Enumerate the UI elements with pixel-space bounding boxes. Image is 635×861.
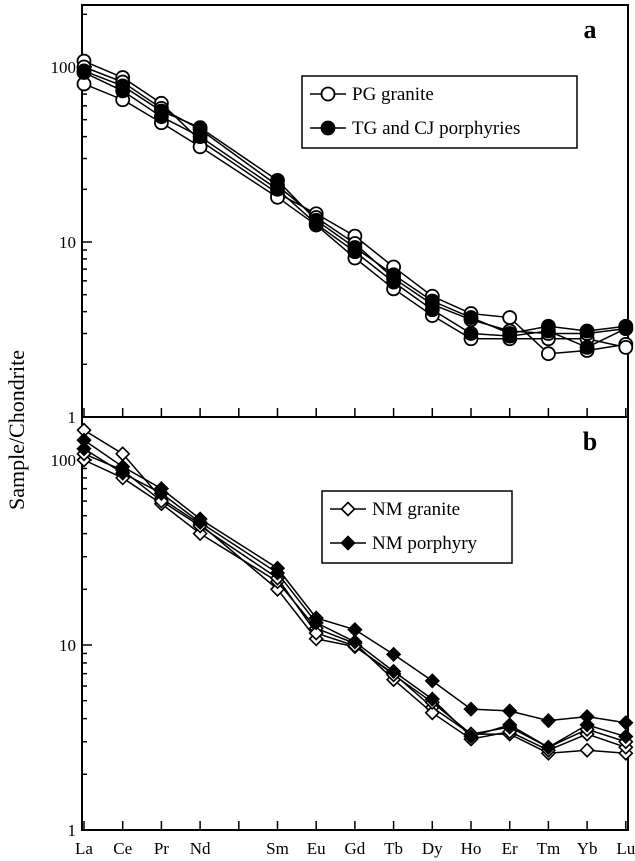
data-point — [386, 274, 402, 290]
data-point — [424, 705, 440, 721]
data-point — [347, 244, 363, 260]
legend-marker — [320, 86, 336, 102]
x-tick-label: Pr — [154, 839, 169, 858]
legend-box — [301, 75, 578, 149]
series-5 — [76, 441, 634, 755]
x-tick-label: Gd — [345, 839, 366, 858]
series-4 — [76, 432, 634, 731]
panel-b: 1 10 100 b NM granite NM porphyry — [51, 416, 634, 840]
data-point — [579, 323, 595, 339]
data-point — [115, 83, 131, 99]
legend-marker — [340, 535, 356, 551]
x-tick-label: Er — [502, 839, 518, 858]
legend: PG granite TG and CJ porphyries — [301, 75, 578, 149]
data-point — [579, 742, 595, 758]
y-tick-label: 1 — [68, 408, 77, 427]
data-point — [347, 634, 363, 650]
legend-entry: PG granite — [352, 84, 434, 105]
series-1 — [76, 422, 634, 761]
data-point — [76, 65, 92, 80]
x-tick-label: Dy — [422, 839, 443, 858]
y-tick-label: 10 — [59, 233, 76, 252]
legend-marker — [340, 501, 356, 517]
series-line — [83, 429, 626, 754]
x-tick-label: Sm — [266, 839, 289, 858]
data-point — [76, 441, 92, 457]
legend-entry: NM granite — [372, 499, 460, 520]
data-point — [502, 717, 518, 733]
data-point — [192, 525, 208, 542]
legend-entry: TG and CJ porphyries — [352, 118, 520, 139]
data-point — [579, 717, 595, 733]
panel-label: a — [584, 15, 597, 44]
x-tick-label: Tm — [537, 839, 561, 858]
y-tick-label: 100 — [51, 58, 77, 77]
data-point — [269, 565, 286, 581]
data-point — [192, 129, 208, 145]
data-point — [618, 321, 634, 336]
x-tick-label: Ho — [461, 839, 482, 858]
panel-a: 1 10 100 a PG granite TG and CJ porphyries — [51, 4, 634, 427]
data-point — [502, 703, 518, 719]
y-tick-label: 100 — [51, 451, 77, 470]
data-point — [308, 216, 324, 232]
series-line — [83, 448, 627, 749]
series-line — [83, 439, 626, 724]
data-point — [308, 615, 324, 631]
data-point — [502, 310, 518, 325]
data-point — [192, 514, 208, 531]
data-point — [270, 181, 285, 197]
data-point — [541, 346, 556, 362]
legend-marker — [320, 120, 336, 136]
data-point — [579, 339, 595, 355]
data-point — [115, 465, 131, 481]
data-point — [618, 728, 634, 745]
legend-entry: NM porphyry — [372, 533, 478, 554]
data-point — [153, 109, 169, 125]
x-tick-label: Eu — [307, 839, 326, 858]
x-tick-label: Yb — [577, 839, 598, 858]
panel-label: b — [583, 427, 597, 456]
y-axis-label: Sample/Chondrite — [4, 350, 29, 510]
x-tick-label: Tb — [384, 839, 403, 858]
data-point — [502, 328, 518, 344]
data-point — [308, 625, 324, 641]
y-tick-label: 10 — [59, 636, 76, 655]
x-tick-label: La — [75, 839, 93, 858]
data-point — [463, 701, 479, 717]
data-point — [424, 302, 440, 318]
legend-box — [321, 490, 513, 564]
y-tick-label: 1 — [68, 821, 77, 840]
x-tick-label: Ce — [113, 839, 132, 858]
x-axis-labels: La Ce Pr Nd Sm Eu Gd Tb Dy Ho Er Tm Yb Lu — [75, 839, 635, 858]
data-point — [153, 493, 170, 509]
data-point — [540, 713, 557, 729]
data-point — [385, 646, 402, 662]
series-5 — [76, 65, 634, 355]
data-point — [463, 310, 479, 325]
data-point — [540, 739, 557, 755]
data-point — [463, 326, 479, 341]
legend: NM granite NM porphyry — [321, 490, 513, 564]
data-point — [618, 715, 634, 731]
data-point — [463, 728, 479, 745]
data-point — [618, 339, 634, 355]
data-point — [541, 323, 556, 339]
x-tick-label: Nd — [190, 839, 211, 858]
x-tick-label: Lu — [616, 839, 635, 858]
data-point — [153, 485, 170, 502]
data-point — [424, 673, 440, 689]
data-point — [385, 663, 402, 680]
data-point — [424, 691, 440, 707]
